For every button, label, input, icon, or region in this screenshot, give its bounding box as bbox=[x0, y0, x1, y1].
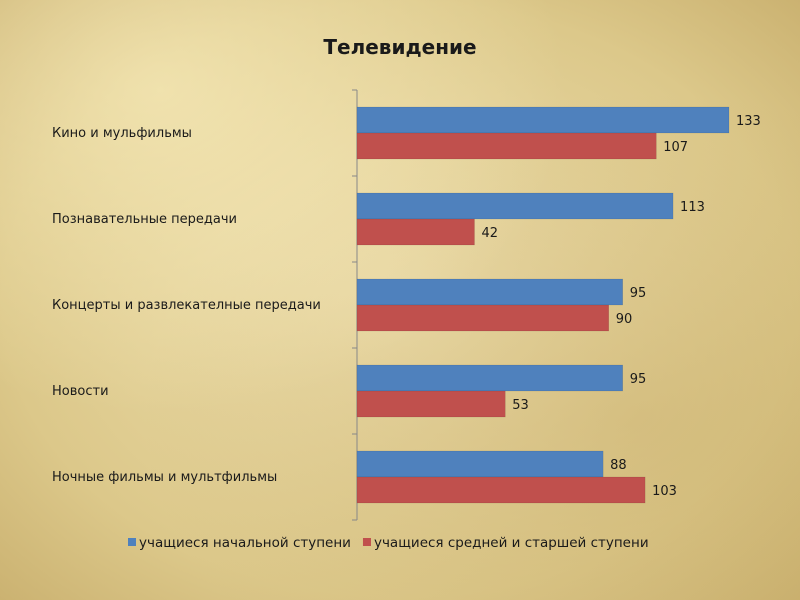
legend-label: учащиеся начальной ступени bbox=[139, 535, 351, 551]
data-labels: 133 107 113 42 95 90 95 53 88 103 bbox=[481, 114, 760, 499]
data-label: 88 bbox=[610, 458, 627, 473]
legend-label: учащиеся средней и старшей ступени bbox=[374, 535, 649, 551]
data-label: 53 bbox=[512, 398, 529, 413]
category-label: Познавательные передачи bbox=[52, 212, 237, 227]
category-label: Ночные фильмы и мультфильмы bbox=[52, 470, 277, 485]
bar bbox=[356, 364, 623, 392]
data-label: 133 bbox=[736, 114, 761, 129]
data-label: 107 bbox=[663, 140, 688, 155]
bars bbox=[356, 106, 730, 504]
chart-title: Телевидение bbox=[323, 35, 476, 59]
category-label: Концерты и развлекателные передачи bbox=[52, 298, 321, 313]
bar bbox=[356, 278, 623, 306]
category-axis bbox=[352, 89, 358, 521]
bar bbox=[356, 450, 604, 478]
data-label: 113 bbox=[680, 200, 705, 215]
legend-swatch bbox=[362, 538, 371, 546]
bar bbox=[356, 132, 657, 160]
bar bbox=[356, 304, 609, 332]
bar bbox=[356, 192, 674, 220]
data-label: 95 bbox=[630, 372, 647, 387]
category-labels: Кино и мульфильмы Познавательные передачи… bbox=[52, 126, 321, 485]
data-label: 103 bbox=[652, 484, 677, 499]
data-label: 90 bbox=[616, 312, 633, 327]
legend-swatch bbox=[128, 538, 136, 546]
bar bbox=[356, 218, 475, 246]
category-label: Новости bbox=[52, 384, 109, 399]
category-label: Кино и мульфильмы bbox=[52, 126, 192, 141]
bar bbox=[356, 390, 506, 418]
data-label: 95 bbox=[630, 286, 647, 301]
bar bbox=[356, 106, 730, 134]
data-label: 42 bbox=[481, 226, 498, 241]
legend: учащиеся начальной ступени учащиеся средн… bbox=[128, 535, 649, 551]
bar bbox=[356, 476, 646, 504]
